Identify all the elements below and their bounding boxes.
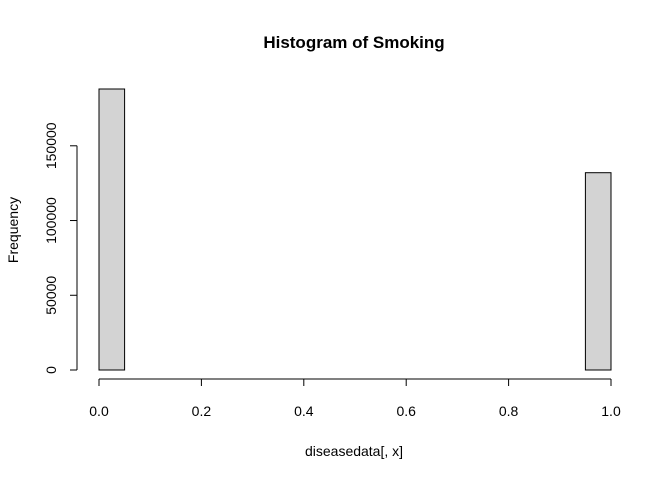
x-tick-label-0: 0.0 [89,403,109,419]
x-axis: 0.0 0.2 0.4 0.6 0.8 1.0 [89,378,621,419]
histogram-bar-19 [584,172,612,371]
x-tick-label-2: 0.4 [294,403,314,419]
x-tick-label-4: 0.8 [499,403,519,419]
chart-title: Histogram of Smoking [263,33,444,52]
bars-group [98,88,612,371]
x-axis-label: diseasedata[, x] [305,443,403,459]
y-axis: 0 50000 100000 150000 [43,122,78,374]
y-axis-label: Frequency [5,197,21,263]
histogram-bar-0 [98,88,126,371]
y-tick-label-0: 0 [43,366,59,374]
y-tick-label-1: 50000 [43,276,59,315]
x-tick-label-3: 0.6 [396,403,416,419]
x-tick-label-1: 0.2 [192,403,212,419]
y-tick-label-3: 150000 [43,122,59,169]
y-tick-label-2: 100000 [43,197,59,244]
x-tick-label-5: 1.0 [601,403,621,419]
